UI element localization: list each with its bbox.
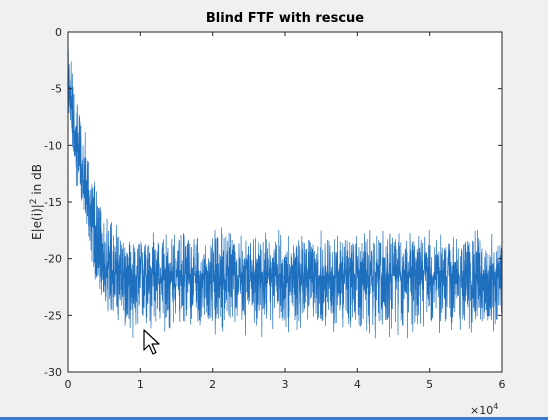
y-tick-label: -5 bbox=[51, 83, 62, 96]
series-line bbox=[67, 49, 503, 339]
y-tick-label: 0 bbox=[55, 26, 62, 39]
window-bottom-edge bbox=[0, 417, 548, 420]
chart-title: Blind FTF with rescue bbox=[206, 11, 364, 26]
x-axis-exponent: ×104 bbox=[470, 402, 498, 417]
x-axis-exponent-power: 4 bbox=[493, 402, 498, 411]
y-axis-label-main: E|e(i)| bbox=[30, 204, 44, 240]
y-axis-ticks: 0 -5 -10 -15 -20 -25 -30 bbox=[44, 26, 502, 379]
y-axis-label: E|e(i)|2 in dB bbox=[29, 164, 44, 240]
x-tick-label: 2 bbox=[209, 378, 216, 391]
mouse-pointer-icon bbox=[143, 329, 160, 355]
y-tick-label: -15 bbox=[44, 196, 62, 209]
series-layer bbox=[67, 49, 503, 339]
x-tick-label: 1 bbox=[137, 378, 144, 391]
y-tick-label: -20 bbox=[44, 253, 62, 266]
x-tick-label: 5 bbox=[426, 378, 433, 391]
y-tick-label: -25 bbox=[44, 309, 62, 322]
x-axis-ticks: 0 1 2 3 4 5 6 bbox=[65, 32, 506, 391]
y-tick-label: -30 bbox=[44, 366, 62, 379]
y-tick-label: -10 bbox=[44, 139, 62, 152]
y-axis-label-superscript: 2 bbox=[29, 198, 39, 204]
x-tick-label: 4 bbox=[354, 378, 361, 391]
x-tick-label: 6 bbox=[499, 378, 506, 391]
y-axis-label-unit: in dB bbox=[30, 164, 44, 198]
x-axis-exponent-base: ×10 bbox=[470, 404, 493, 417]
x-tick-label: 3 bbox=[282, 378, 289, 391]
x-tick-label: 0 bbox=[65, 378, 72, 391]
